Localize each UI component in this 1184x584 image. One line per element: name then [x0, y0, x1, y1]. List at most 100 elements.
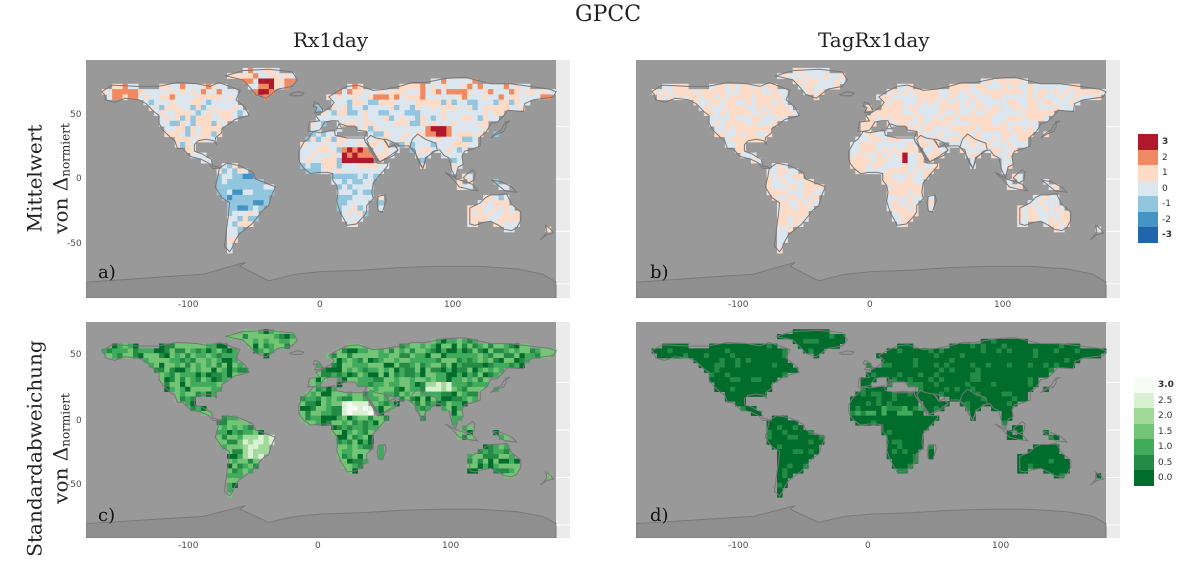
legend-swatch: [1138, 196, 1158, 212]
antarctica: [86, 505, 557, 538]
coastlines: [100, 329, 557, 497]
coastline-madagascar: [376, 194, 387, 213]
map-panel-d: [636, 322, 1120, 538]
legend-label: 0: [1162, 183, 1168, 194]
legend-swatch: [1134, 408, 1154, 424]
x-tick-a-100: 100: [444, 300, 462, 310]
coastline-northAmerica: [100, 341, 250, 421]
y-tick-c-50: 50: [70, 350, 82, 360]
legend-swatch: [1134, 423, 1154, 439]
y-tick-c-m50: -50: [67, 480, 82, 490]
coastline-iceland: [288, 91, 306, 97]
coastline-southAmerica: [214, 162, 276, 253]
legend-label: -1: [1162, 199, 1171, 209]
coastline-indonesia: [444, 171, 479, 192]
legend-sd: 3.0 2.5 2.0 1.5 1.0 0.5 0.0: [1134, 377, 1182, 487]
x-tick-a-0: 0: [317, 300, 323, 310]
coastline-northAmerica: [650, 341, 800, 421]
legend-swatch: [1134, 392, 1154, 408]
coastline-arabia: [366, 134, 399, 163]
legend-swatch: [1138, 211, 1158, 227]
coastline-southAmerica: [214, 415, 276, 497]
y-tick-a-50: 50: [70, 110, 82, 120]
coastline-uk: [312, 101, 323, 114]
coastline-indonesia: [994, 171, 1029, 192]
coastline-uk: [312, 359, 323, 371]
land-cells: [101, 329, 557, 498]
map-panel-c: [86, 322, 570, 538]
row-label-mean-line1: Mittelwert: [22, 124, 47, 233]
legend-swatch: [1138, 134, 1158, 150]
coastline-india: [959, 388, 988, 422]
legend-label: -2: [1162, 214, 1171, 225]
antarctica: [636, 505, 1107, 538]
x-tick-c-100: 100: [442, 541, 460, 551]
coastline-arabia: [916, 134, 949, 163]
coastline-greenland: [225, 329, 299, 358]
legend-label: 1.0: [1158, 442, 1173, 452]
legend-swatch: [1138, 180, 1158, 196]
legend-label: 0.5: [1158, 457, 1173, 468]
coastline-australia: [1019, 442, 1072, 478]
coastline-greenland: [775, 329, 849, 358]
legend-swatch: [1134, 439, 1154, 455]
coastline-borneo: [462, 420, 476, 435]
coastline-madagascar: [926, 194, 937, 213]
coastline-japan: [490, 120, 511, 139]
coastline-arabia: [366, 389, 399, 415]
legend-label: 3: [1162, 137, 1169, 147]
row-label-mean-line2: von Δnormiert: [48, 123, 73, 234]
legend-label: -3: [1162, 230, 1172, 240]
coastline-greenland: [773, 68, 849, 99]
coastline-newzealand: [1089, 224, 1105, 241]
coastline-eurasia: [307, 337, 557, 431]
legend-label: 3.0: [1158, 380, 1174, 390]
legend-swatch: [1138, 165, 1158, 181]
coastline-africa: [298, 129, 389, 226]
legend-swatch: [1134, 470, 1154, 486]
coastline-africa: [848, 385, 939, 473]
map-svg: [86, 322, 570, 538]
coastline-northAmerica: [650, 81, 800, 169]
column-title-tagrx1day: TagRx1day: [818, 28, 930, 52]
y-tick-c-0: 0: [76, 416, 82, 426]
coastline-australia: [469, 192, 522, 232]
map-panel-b: [636, 60, 1120, 298]
legend-label: 0.0: [1158, 473, 1173, 483]
coastline-northAmerica: [100, 81, 250, 169]
legend-label: 1: [1162, 168, 1168, 178]
antarctica: [636, 261, 1107, 298]
coastline-borneo: [1012, 420, 1026, 435]
coastline-iceland: [288, 350, 306, 355]
coastline-japan: [490, 376, 511, 394]
coastline-india: [409, 388, 438, 422]
row-label-mean: Mittelwert von Δnormiert: [22, 69, 79, 289]
coastline-iceland: [838, 350, 856, 355]
legend-label: 2.5: [1158, 395, 1173, 406]
map-svg: [636, 60, 1120, 298]
coastline-newzealand: [539, 224, 555, 241]
coastline-newguinea: [1041, 430, 1069, 443]
coastline-newzealand: [539, 470, 555, 486]
panel-label-a: a): [98, 262, 116, 283]
x-tick-b-m100: -100: [728, 300, 749, 310]
coastline-madagascar: [376, 443, 387, 461]
coastline-borneo: [1012, 169, 1026, 184]
coastline-iceland: [838, 91, 856, 97]
coastline-newguinea: [1040, 179, 1069, 193]
coastline-indonesia: [994, 423, 1029, 442]
coastline-southAmerica: [764, 162, 826, 253]
panel-label-b: b): [650, 262, 669, 283]
figure-title: GPCC: [575, 2, 642, 27]
map-svg: [636, 322, 1120, 538]
coastline-japan: [1040, 120, 1061, 139]
legend-swatch: [1138, 227, 1158, 243]
x-tick-d-m100: -100: [728, 541, 749, 551]
coastline-newguinea: [490, 179, 519, 193]
x-tick-c-0: 0: [315, 541, 321, 551]
land-cells: [651, 329, 1107, 498]
coastline-eurasia: [307, 76, 557, 180]
coastline-newguinea: [491, 430, 519, 443]
coastline-uk: [862, 359, 873, 371]
coastline-newzealand: [1089, 470, 1105, 486]
